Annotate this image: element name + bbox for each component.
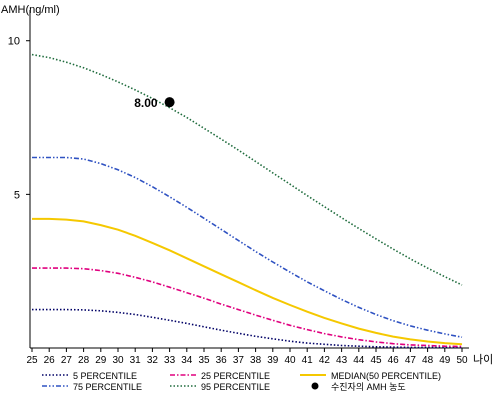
x-tick-label: 27: [61, 355, 73, 366]
x-tick-label: 48: [422, 355, 434, 366]
x-tick-label: 35: [198, 355, 210, 366]
x-tick-label: 49: [439, 355, 451, 366]
highlight-value-label: 8.00: [134, 96, 158, 110]
y-tick-label: 5: [14, 189, 20, 201]
x-tick-label: 43: [336, 355, 348, 366]
x-tick-label: 36: [216, 355, 228, 366]
x-tick-label: 38: [250, 355, 262, 366]
series-line-3: [32, 156, 463, 338]
legend-label-0: 5 PERCENTILE: [73, 371, 137, 381]
x-tick-label: 46: [388, 355, 400, 366]
x-tick-label: 25: [26, 355, 38, 366]
x-ticks: 25 26 27 28 29 30 31 32 33 34 35 36 37 38 39 40 41 42 43 44…: [26, 348, 468, 366]
x-tick-label: 47: [405, 355, 417, 366]
x-tick-label: 42: [319, 355, 331, 366]
series-line-0: [32, 308, 462, 349]
x-tick-label: 26: [44, 355, 56, 366]
x-tick-label: 37: [233, 355, 245, 366]
series-line-1: [32, 267, 463, 348]
legend-highlight-marker: [311, 382, 319, 390]
x-tick-label: 33: [164, 355, 176, 366]
x-tick-label: 41: [302, 355, 314, 366]
y-ticks: 5 10: [8, 36, 30, 201]
legend-label-4: 95 PERCENTILE: [201, 382, 270, 392]
legend-label-2: MEDIAN(50 PERCENTILE): [331, 371, 441, 381]
x-tick-label: 44: [353, 355, 365, 366]
x-axis-label: 나이: [473, 353, 493, 366]
legend-highlight-label: 수진자의 AMH 농도: [331, 382, 406, 392]
y-tick-label: 10: [8, 36, 20, 48]
series-line-4: [31, 53, 463, 286]
x-tick-label: 30: [112, 355, 124, 366]
series-line-2: [32, 217, 463, 346]
x-tick-label: 39: [267, 355, 279, 366]
highlight-layer: 8.00: [134, 96, 175, 110]
highlight-point: [164, 97, 175, 108]
x-tick-label: 34: [181, 355, 193, 366]
axes: AMH(ng/ml) 나이: [1, 4, 493, 366]
x-tick-label: 28: [78, 355, 90, 366]
x-tick-label: 45: [370, 355, 382, 366]
x-tick-label: 29: [95, 355, 107, 366]
series-lines: [31, 53, 463, 349]
x-tick-label: 31: [130, 355, 142, 366]
x-tick-label: 50: [456, 355, 468, 366]
x-tick-label: 40: [284, 355, 296, 366]
legend-label-3: 75 PERCENTILE: [73, 382, 142, 392]
legend-label-1: 25 PERCENTILE: [201, 371, 270, 381]
x-tick-label: 32: [147, 355, 159, 366]
legend: 5 PERCENTILE 25 PERCENTILE MEDIAN(50 PERCE…: [42, 371, 441, 392]
y-axis-label: AMH(ng/ml): [1, 4, 60, 16]
